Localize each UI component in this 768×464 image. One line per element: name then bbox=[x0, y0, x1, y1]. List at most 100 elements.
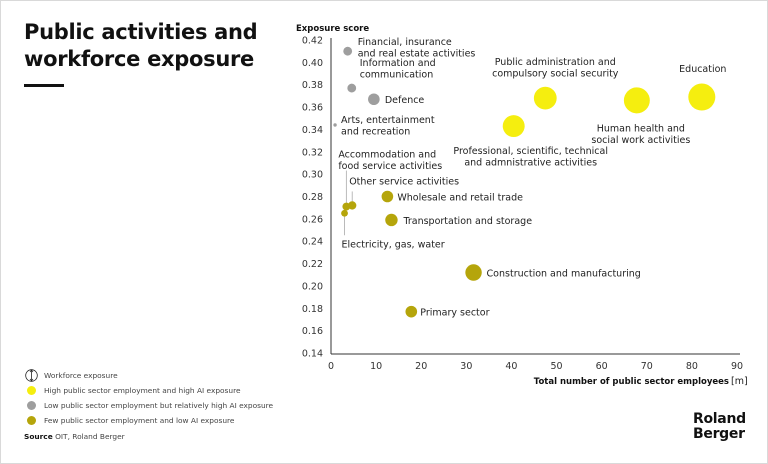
y-tick-label: 0.28 bbox=[302, 192, 323, 203]
point-label: Transportation and storage bbox=[402, 216, 532, 227]
y-tick-label: 0.38 bbox=[302, 80, 323, 91]
point-label-line: Arts, entertainment bbox=[341, 115, 435, 126]
olive-dot-icon bbox=[27, 416, 36, 425]
point-label-line: Wholesale and retail trade bbox=[397, 193, 523, 204]
x-ticks: 0 10 20 30 40 50 60 70 80 90 bbox=[328, 361, 743, 372]
logo-line-1: Roland bbox=[693, 411, 746, 427]
y-tick-label: 0.32 bbox=[302, 147, 323, 158]
point-label: Education bbox=[679, 64, 726, 75]
point-label: Public administration and compulsory soci… bbox=[492, 57, 619, 80]
bubble-arts-entertainment-and-recreation bbox=[333, 123, 337, 127]
legend-workforce-label: Workforce exposure bbox=[44, 371, 118, 380]
point-label-line: Primary sector bbox=[420, 308, 489, 319]
point-label-line: compulsory social security bbox=[492, 69, 619, 80]
x-axis-unit: [m] bbox=[731, 376, 748, 387]
point-label-line: Professional, scientific, technical bbox=[453, 146, 608, 157]
point-label-line: Defence bbox=[385, 95, 425, 106]
point-label-line: food service activities bbox=[338, 161, 442, 172]
yellow-dot-icon bbox=[27, 386, 36, 395]
x-tick-label: 70 bbox=[641, 361, 653, 372]
point-label: Other service activities bbox=[349, 176, 459, 187]
legend-label: Few public sector employment and low AI … bbox=[44, 416, 235, 425]
bubble-wholesale-and-retail-trade bbox=[381, 190, 394, 203]
legend-item-few: Few public sector employment and low AI … bbox=[24, 413, 273, 428]
point-label-line: communication bbox=[360, 70, 433, 81]
bubble-financial-insurance-and-real-estate-activities bbox=[343, 46, 353, 56]
point-label: Wholesale and retail trade bbox=[397, 193, 523, 204]
source-note: Source OIT, Roland Berger bbox=[24, 432, 125, 441]
point-label-line: and admnistrative activities bbox=[464, 158, 597, 169]
point-label-line: and recreation bbox=[341, 126, 410, 137]
point-label: Construction and manufacturing bbox=[487, 269, 641, 280]
legend-item-high: High public sector employment and high A… bbox=[24, 383, 273, 398]
bubble-information-and-communication bbox=[347, 83, 357, 93]
y-tick-label: 0.36 bbox=[302, 103, 323, 114]
y-tick-label: 0.24 bbox=[302, 237, 323, 248]
x-tick-label: 20 bbox=[415, 361, 427, 372]
bubble-professional-scientific-technical-and-admnistrative-activities bbox=[502, 115, 525, 138]
y-tick-label: 0.40 bbox=[302, 58, 323, 69]
point-label-line: Human health and bbox=[597, 123, 685, 134]
y-tick-label: 0.30 bbox=[302, 170, 323, 181]
point-label-line: Construction and manufacturing bbox=[487, 269, 641, 280]
y-tick-label: 0.18 bbox=[302, 304, 323, 315]
y-tick-label: 0.42 bbox=[302, 36, 323, 47]
bubble-electricity-gas-water bbox=[341, 209, 348, 217]
point-labels: Financial, insurance and real estate acti… bbox=[338, 37, 726, 318]
y-tick-label: 0.20 bbox=[302, 281, 323, 292]
point-label: Professional, scientific, technical and a… bbox=[453, 146, 608, 169]
x-tick-label: 50 bbox=[551, 361, 563, 372]
point-label-line: Transportation and storage bbox=[402, 216, 532, 227]
point-label: Accommodation and food service activities bbox=[338, 150, 442, 173]
point-label: Human health and social work activities bbox=[591, 123, 690, 146]
y-tick-label: 0.22 bbox=[302, 259, 323, 270]
point-label-line: Public administration and bbox=[495, 57, 616, 68]
point-label: Financial, insurance and real estate acti… bbox=[358, 37, 476, 60]
y-ticks: 0.42 0.40 0.38 0.36 0.34 0.32 0.30 0.28 0.26 0.24… bbox=[302, 36, 323, 360]
bubble-other-service-activities bbox=[348, 201, 357, 210]
title-line-1: Public activities and bbox=[24, 20, 258, 44]
x-axis-title: Total number of public sector employees bbox=[534, 377, 729, 387]
x-tick-label: 80 bbox=[686, 361, 698, 372]
x-tick-label: 60 bbox=[596, 361, 608, 372]
point-label: Arts, entertainment and recreation bbox=[341, 115, 435, 138]
point-label-line: Other service activities bbox=[349, 176, 459, 187]
y-tick-label: 0.14 bbox=[302, 349, 323, 360]
point-label-line: Financial, insurance bbox=[358, 37, 452, 48]
bubble-size-icon bbox=[25, 369, 38, 382]
bubble-construction-and-manufacturing bbox=[465, 264, 482, 281]
point-label: Primary sector bbox=[420, 308, 489, 319]
x-tick-label: 90 bbox=[731, 361, 743, 372]
title-line-2: workforce exposure bbox=[24, 47, 254, 71]
x-tick-label: 30 bbox=[460, 361, 472, 372]
legend-label: Low public sector employment but relativ… bbox=[44, 401, 274, 410]
point-label: Information and communication bbox=[360, 58, 436, 81]
legend-label: High public sector employment and high A… bbox=[44, 386, 241, 395]
bubbles bbox=[333, 46, 716, 318]
x-tick-label: 40 bbox=[505, 361, 517, 372]
bubble-primary-sector bbox=[405, 305, 418, 318]
legend: Workforce exposure High public sector em… bbox=[24, 368, 273, 428]
legend-item-workforce: Workforce exposure bbox=[24, 368, 273, 383]
bubble-public-administration-and-compulsory-social-security bbox=[533, 86, 557, 110]
y-axis-title: Exposure score bbox=[296, 24, 369, 34]
point-label-line: social work activities bbox=[591, 135, 690, 146]
title-underline bbox=[24, 84, 64, 87]
y-tick-label: 0.16 bbox=[302, 326, 323, 337]
gray-dot-icon bbox=[27, 401, 36, 410]
x-tick-label: 0 bbox=[328, 361, 334, 372]
point-label: Electricity, gas, water bbox=[342, 239, 445, 250]
y-tick-label: 0.34 bbox=[302, 125, 323, 136]
roland-berger-logo: Roland Berger bbox=[693, 412, 746, 442]
legend-item-low: Low public sector employment but relativ… bbox=[24, 398, 273, 413]
bubble-education bbox=[688, 83, 716, 111]
chart-title: Public activities and workforce exposure bbox=[24, 19, 258, 73]
bubble-transportation-and-storage bbox=[385, 213, 398, 227]
logo-line-2: Berger bbox=[693, 426, 745, 442]
point-label-line: Accommodation and bbox=[338, 150, 436, 161]
source-label: Source bbox=[24, 432, 53, 441]
y-tick-label: 0.26 bbox=[302, 214, 323, 225]
point-label-line: Information and bbox=[360, 58, 436, 69]
point-label: Defence bbox=[385, 95, 425, 106]
